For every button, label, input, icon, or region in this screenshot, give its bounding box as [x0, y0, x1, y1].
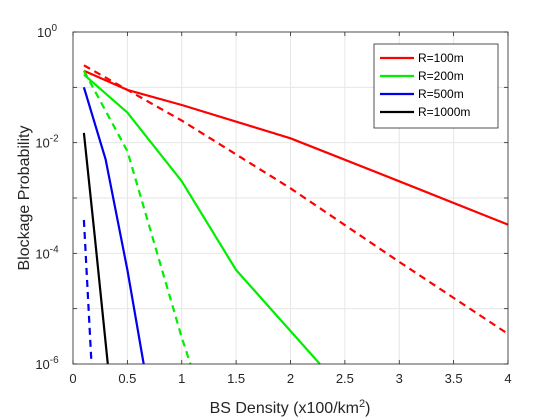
x-tick-label: 3 — [396, 371, 403, 386]
y-tick-label: 100 — [37, 23, 57, 40]
series-line-7 — [82, 132, 109, 365]
series-line-3 — [83, 73, 321, 365]
y-tick-label: 10-6 — [35, 355, 59, 372]
x-tick-label: 0 — [69, 371, 76, 386]
legend: R=100m R=200m R=500m R=1000m — [373, 43, 499, 129]
y-axis-label: Blockage Probability — [16, 126, 33, 271]
x-axis-label: BS Density (x100/km2) — [210, 398, 371, 417]
y-tick-label: 10-2 — [35, 134, 59, 151]
x-tick-label: 2.5 — [336, 371, 354, 386]
series-line-5 — [82, 86, 145, 365]
x-axis-label-superscript: 2 — [359, 398, 365, 410]
legend-label: R=100m — [418, 51, 464, 65]
legend-label: R=200m — [418, 69, 464, 83]
x-tick-label: 4 — [504, 371, 511, 386]
x-tick-label: 2 — [287, 371, 294, 386]
legend-label: R=500m — [418, 87, 464, 101]
legend-label: R=1000m — [418, 105, 470, 119]
x-tick-label: 0.5 — [118, 371, 136, 386]
x-tick-label: 3.5 — [445, 371, 463, 386]
x-tick-label: 1.5 — [227, 371, 245, 386]
series-line-6-dashed — [82, 219, 93, 365]
x-tick-label: 1 — [178, 371, 185, 386]
data-series — [82, 64, 509, 365]
y-tick-label: 10-4 — [35, 244, 59, 261]
x-axis-label-end: ) — [365, 400, 370, 417]
x-axis-label-main: BS Density (x100/km — [210, 400, 359, 417]
series-line-2-dashed — [83, 64, 509, 335]
axis-ticks: 0 0.5 1 1.5 2 2.5 3 3.5 4 10-6 10-4 10-2 100 — [35, 23, 511, 386]
